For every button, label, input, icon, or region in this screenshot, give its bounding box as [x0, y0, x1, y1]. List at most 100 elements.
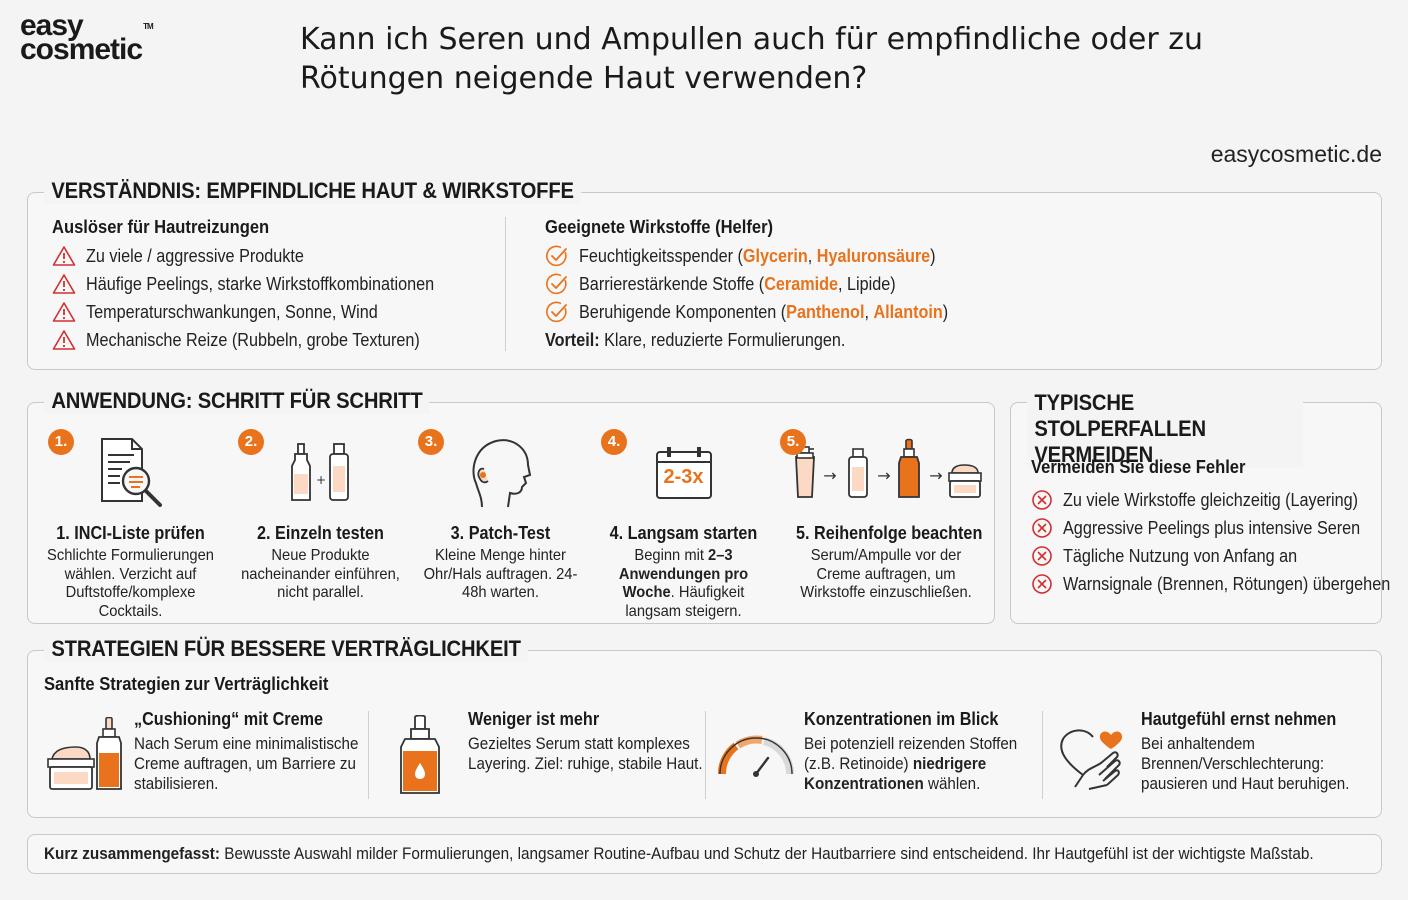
- strategy-title: Hautgefühl ernst nehmen: [1141, 709, 1337, 729]
- step-description: Kleine Menge hinter Ohr/Hals auftragen. …: [423, 547, 578, 601]
- pitfalls-list: Zu viele Wirkstoffe gleichzeitig (Layeri…: [1031, 486, 1408, 598]
- summary-label: Kurz zusammengefasst:: [44, 844, 221, 863]
- check-circle-icon: [546, 273, 567, 295]
- two-bottles-icon: +: [290, 443, 349, 501]
- pitfall-text: Aggressive Peelings plus intensive Seren: [1063, 517, 1361, 538]
- brand-line1: easy: [20, 9, 84, 42]
- triggers-title: Auslöser für Hautreizungen: [52, 217, 270, 237]
- x-circle-icon: [1032, 574, 1052, 594]
- strategy-card: Weniger ist mehr Gezieltes Serum statt k…: [380, 709, 703, 801]
- step-number-badge: 5.: [780, 429, 806, 455]
- calendar-frequency: 2-3x: [663, 466, 704, 488]
- triggers-column: Auslöser für Hautreizungen Zu viele / ag…: [52, 217, 512, 354]
- strategy-description: Nach Serum eine minimalistische Creme au…: [134, 735, 359, 793]
- highlight-ingredient: Allantoin: [873, 301, 943, 322]
- pitfall-text: Warnsignale (Brennen, Rötungen) übergehe…: [1063, 573, 1391, 594]
- step-number-badge: 1.: [48, 429, 74, 455]
- step-number-badge: 3.: [418, 429, 444, 455]
- column-divider: [368, 711, 369, 799]
- list-item: Barrierestärkende Stoffe (Ceramide, Lipi…: [545, 270, 1145, 298]
- brand-logo[interactable]: easy cosmeticTM: [20, 9, 190, 65]
- step-description: Schlichte Formulierungen wählen. Verzich…: [47, 547, 214, 620]
- list-item: Zu viele Wirkstoffe gleichzeitig (Layeri…: [1031, 486, 1408, 514]
- heart-hand-icon: [1060, 729, 1123, 790]
- application-panel: ANWENDUNG: SCHRITT FÜR SCHRITT 1. 1. INC…: [27, 388, 995, 624]
- website-url[interactable]: easycosmetic.de: [1210, 141, 1382, 167]
- strategy-description: Gezieltes Serum statt komplexes Layering…: [468, 735, 703, 773]
- strategy-title: „Cushioning“ mit Creme: [134, 709, 324, 729]
- summary-text: Kurz zusammengefasst: Bewusste Auswahl m…: [44, 844, 1314, 863]
- triggers-list: Zu viele / aggressive Produkte Häufige P…: [52, 242, 512, 354]
- strategy-card: Hautgefühl ernst nehmen Bei anhaltendem …: [1053, 709, 1373, 801]
- highlight-ingredient: Panthenol: [786, 301, 865, 322]
- svg-text:→: →: [877, 466, 890, 485]
- pitfall-text: Zu viele Wirkstoffe gleichzeitig (Layeri…: [1063, 489, 1359, 510]
- head-profile-icon: [472, 439, 531, 508]
- strategy-card: Konzentrationen im Blick Bei potenziell …: [716, 709, 1036, 801]
- list-item: Warnsignale (Brennen, Rötungen) übergehe…: [1031, 570, 1408, 598]
- step-title: 3. Patch-Test: [450, 523, 551, 543]
- step-number-badge: 2.: [238, 429, 264, 455]
- list-item: Mechanische Reize (Rubbeln, grobe Textur…: [52, 326, 512, 354]
- step-description: Neue Produkte nacheinander einführen, ni…: [241, 547, 400, 601]
- highlight-ingredient: Hyaluronsäure: [816, 245, 931, 266]
- trigger-text: Zu viele / aggressive Produkte: [86, 245, 304, 266]
- list-item: Temperaturschwankungen, Sonne, Wind: [52, 298, 512, 326]
- list-item: Zu viele / aggressive Produkte: [52, 242, 512, 270]
- helpers-title: Geeignete Wirkstoffe (Helfer): [545, 217, 774, 237]
- highlight-ingredient: Ceramide: [764, 273, 839, 294]
- step-card: 3. 3. Patch-Test Kleine Menge hinter Ohr…: [408, 427, 593, 603]
- step-title: 1. INCI-Liste prüfen: [56, 523, 205, 543]
- cream-jar-dropper-icon: [47, 717, 122, 790]
- trigger-text: Temperaturschwankungen, Sonne, Wind: [86, 301, 378, 322]
- calendar-icon: 2-3x: [654, 444, 714, 502]
- strategy-description: Bei potenziell reizenden Stoffen (z.B. R…: [804, 735, 1018, 793]
- strategy-title: Konzentrationen im Blick: [804, 709, 999, 729]
- step-description: Beginn mit 2–3 Anwendungen pro Woche. Hä…: [618, 547, 749, 620]
- product-sequence-icon: → → →: [795, 438, 982, 498]
- column-divider: [505, 217, 506, 351]
- helpers-column: Geeignete Wirkstoffe (Helfer) Feuchtigke…: [545, 217, 1145, 354]
- step-card: 5. → → → 5. Reihenfolg: [780, 427, 986, 603]
- list-item: Tägliche Nutzung von Anfang an: [1031, 542, 1408, 570]
- application-heading: ANWENDUNG: SCHRITT FÜR SCHRITT: [44, 388, 430, 414]
- step-card: 4. 2-3x 4. Langsam starten Beginn mit 2–…: [591, 427, 776, 621]
- advantage-text: Klare, reduzierte Formulierungen.: [599, 329, 846, 350]
- understanding-heading: VERSTÄNDNIS: EMPFINDLICHE HAUT & WIRKSTO…: [44, 178, 582, 204]
- check-circle-icon: [546, 301, 567, 323]
- svg-text:→: →: [823, 466, 836, 485]
- gauge-icon: [717, 735, 794, 777]
- strategy-description: Bei anhaltendem Brennen/Verschlechterung…: [1141, 735, 1350, 793]
- check-circle-icon: [546, 245, 567, 267]
- list-item: Beruhigende Komponenten (Panthenol, Alla…: [545, 298, 1145, 326]
- pitfalls-subtitle: Vermeiden Sie diese Fehler: [1031, 457, 1246, 477]
- strategy-title: Weniger ist mehr: [468, 709, 600, 729]
- highlight-ingredient: Glycerin: [742, 245, 808, 266]
- advantage-label: Vorteil:: [545, 329, 600, 350]
- column-divider: [1042, 711, 1043, 799]
- trigger-text: Mechanische Reize (Rubbeln, grobe Textur…: [86, 329, 420, 350]
- pitfall-text: Tägliche Nutzung von Anfang an: [1063, 545, 1298, 566]
- list-item: Aggressive Peelings plus intensive Seren: [1031, 514, 1408, 542]
- warning-triangle-icon: [52, 330, 76, 350]
- advantage-row: Vorteil: Klare, reduzierte Formulierunge…: [545, 326, 1145, 354]
- warning-triangle-icon: [52, 246, 76, 266]
- strategies-heading: STRATEGIEN FÜR BESSERE VERTRÄGLICHKEIT: [44, 636, 529, 662]
- column-divider: [705, 711, 706, 799]
- step-title: 2. Einzeln testen: [257, 523, 384, 543]
- x-circle-icon: [1032, 546, 1052, 566]
- list-item: Feuchtigkeitsspender (Glycerin, Hyaluron…: [545, 242, 1145, 270]
- step-card: 1. 1. INCI-Liste prüfen Schlichte Formul…: [38, 427, 223, 621]
- document-magnifier-icon: [100, 438, 162, 507]
- svg-text:+: +: [315, 473, 325, 487]
- trademark: TM: [143, 22, 154, 31]
- strategies-subtitle: Sanfte Strategien zur Verträglichkeit: [44, 674, 329, 694]
- step-card: 2. + 2. Einzeln testen Neue Produkte nac…: [228, 427, 413, 603]
- step-title: 5. Reihenfolge beachten: [796, 523, 983, 543]
- x-circle-icon: [1032, 518, 1052, 538]
- step-number-badge: 4.: [601, 429, 627, 455]
- step-description: Serum/Ampulle vor der Creme auftragen, u…: [800, 547, 972, 601]
- strategy-card: „Cushioning“ mit Creme Nach Serum eine m…: [46, 709, 376, 801]
- summary-panel: Kurz zusammengefasst: Bewusste Auswahl m…: [27, 834, 1382, 874]
- warning-triangle-icon: [52, 302, 76, 322]
